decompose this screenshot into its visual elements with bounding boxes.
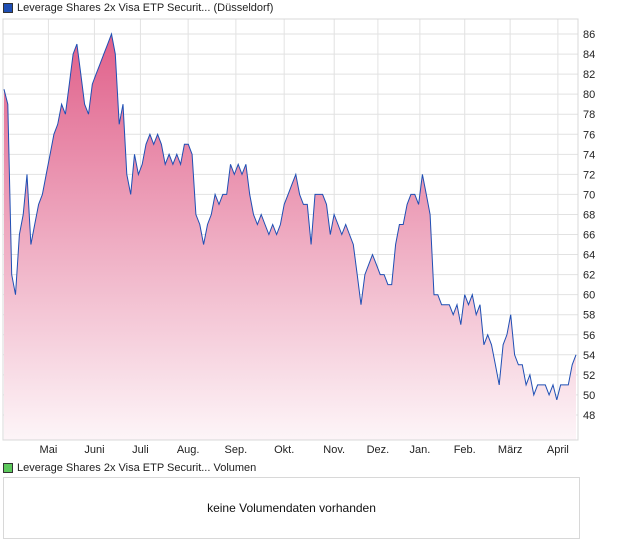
y-tick-label: 84 bbox=[583, 49, 595, 61]
y-tick-label: 86 bbox=[583, 29, 595, 41]
y-tick-label: 76 bbox=[583, 129, 595, 141]
y-tick-label: 62 bbox=[583, 270, 595, 282]
y-tick-label: 54 bbox=[583, 350, 595, 362]
x-tick-label: Dez. bbox=[367, 444, 390, 456]
price-legend-swatch bbox=[3, 3, 13, 13]
volume-legend-swatch bbox=[3, 463, 13, 473]
y-tick-label: 68 bbox=[583, 209, 595, 221]
x-tick-label: Sep. bbox=[225, 444, 248, 456]
y-tick-label: 74 bbox=[583, 149, 595, 161]
x-tick-label: Jan. bbox=[409, 444, 430, 456]
y-tick-label: 66 bbox=[583, 230, 595, 242]
y-tick-label: 78 bbox=[583, 109, 595, 121]
price-chart: 48 50 52 54 56 58 60 62 64 66 68 70 72 74 76 78 80 82 84 86… bbox=[2, 18, 595, 456]
y-tick-label: 52 bbox=[583, 370, 595, 382]
x-tick-label: Feb. bbox=[454, 444, 476, 456]
x-tick-label: Okt. bbox=[274, 444, 294, 456]
y-tick-label: 56 bbox=[583, 330, 595, 342]
plot-frame bbox=[2, 18, 579, 441]
x-tick-label: Aug. bbox=[177, 444, 200, 456]
y-tick-label: 82 bbox=[583, 69, 595, 81]
y-tick-label: 50 bbox=[583, 390, 595, 402]
volume-panel: keine Volumendaten vorhanden bbox=[3, 477, 580, 539]
x-tick-label: April bbox=[547, 444, 569, 456]
x-tick-label: Mai bbox=[40, 444, 58, 456]
y-tick-label: 58 bbox=[583, 310, 595, 322]
y-tick-label: 80 bbox=[583, 89, 595, 101]
volume-legend: Leverage Shares 2x Visa ETP Securit... V… bbox=[3, 462, 256, 474]
volume-legend-label: Leverage Shares 2x Visa ETP Securit... V… bbox=[17, 462, 257, 474]
price-area-fill bbox=[4, 34, 576, 440]
x-tick-label: Juni bbox=[84, 444, 104, 456]
y-tick-label: 70 bbox=[583, 189, 595, 201]
x-tick-label: März bbox=[498, 444, 522, 456]
price-legend-label: Leverage Shares 2x Visa ETP Securit... (… bbox=[17, 2, 274, 14]
y-tick-label: 48 bbox=[583, 410, 595, 422]
y-tick-label: 72 bbox=[583, 169, 595, 181]
price-legend: Leverage Shares 2x Visa ETP Securit... (… bbox=[3, 2, 273, 14]
y-tick-label: 64 bbox=[583, 250, 595, 262]
price-line bbox=[3, 32, 577, 401]
y-tick-label: 60 bbox=[583, 290, 595, 302]
x-tick-label: Juli bbox=[132, 444, 149, 456]
x-tick-label: Nov. bbox=[323, 444, 345, 456]
volume-empty-message: keine Volumendaten vorhanden bbox=[207, 501, 376, 515]
